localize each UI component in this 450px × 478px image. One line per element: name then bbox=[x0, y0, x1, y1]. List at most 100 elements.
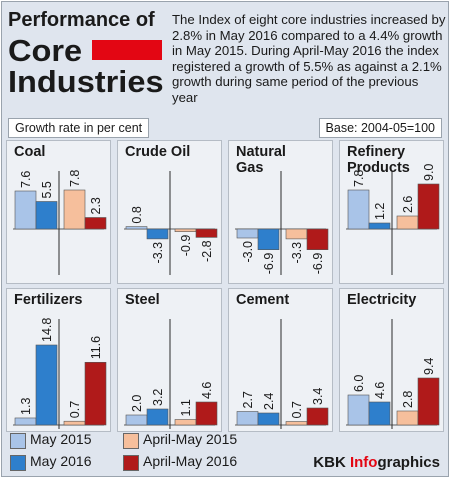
legend-swatch-0 bbox=[10, 433, 26, 449]
bar-label-1: 3.2 bbox=[151, 389, 165, 406]
bar-label-0: 0.8 bbox=[130, 206, 144, 223]
bar-label-1: 5.5 bbox=[40, 181, 54, 198]
chart-svg-3: 7.8 1.2 2.6 9.0 bbox=[346, 164, 440, 275]
bar-2 bbox=[174, 419, 197, 426]
bar-label-3: 2.3 bbox=[89, 197, 103, 214]
bar-2 bbox=[174, 228, 197, 233]
base-label: Base: 2004-05=100 bbox=[318, 118, 442, 138]
bar-label-0: 7.8 bbox=[352, 170, 366, 187]
bar-2 bbox=[63, 420, 86, 426]
bar-label-3: 11.6 bbox=[89, 336, 103, 359]
bar-label-1: 14.8 bbox=[40, 318, 54, 342]
legend-label-2: April-May 2015 bbox=[143, 431, 238, 447]
bar-0 bbox=[236, 228, 259, 239]
bar-0 bbox=[347, 394, 370, 426]
chart-svg-5: 2.0 3.2 1.1 4.6 bbox=[124, 319, 218, 429]
bar-label-0: 2.0 bbox=[130, 395, 144, 412]
bar-label-1: 2.4 bbox=[262, 393, 276, 410]
bar-2 bbox=[396, 215, 419, 230]
bar-1 bbox=[257, 228, 280, 251]
chart-svg-2: -3.0 -6.9 -3.3 -6.9 bbox=[235, 171, 329, 275]
bar-label-1: -6.9 bbox=[262, 253, 276, 275]
bar-3 bbox=[195, 401, 218, 426]
title-line-2: Core bbox=[8, 33, 83, 68]
bar-3 bbox=[417, 183, 440, 230]
bar-label-3: -2.8 bbox=[200, 240, 214, 262]
bar-1 bbox=[35, 344, 58, 426]
bar-label-3: 9.0 bbox=[422, 164, 436, 181]
credit-brand: KBK bbox=[313, 454, 346, 471]
bar-label-0: 6.0 bbox=[352, 375, 366, 392]
chart-title: Fertilizers bbox=[14, 292, 83, 308]
bar-label-3: -6.9 bbox=[311, 253, 325, 275]
chart-svg-4: 1.3 14.8 0.7 11.6 bbox=[13, 318, 107, 429]
chart-title: Steel bbox=[125, 292, 160, 308]
bar-label-0: 7.6 bbox=[19, 171, 33, 188]
bar-1 bbox=[368, 401, 391, 426]
bar-label-0: 2.7 bbox=[241, 391, 255, 408]
chart-panel-3: 7.8 1.2 2.6 9.0 Refinery Products bbox=[339, 140, 444, 284]
bar-label-1: 4.6 bbox=[373, 382, 387, 399]
chart-panel-6: 2.7 2.4 0.7 3.4 Cement bbox=[228, 288, 333, 432]
bar-0 bbox=[14, 190, 37, 230]
chart-title: Natural Gas bbox=[236, 144, 286, 176]
legend-swatch-1 bbox=[10, 455, 26, 471]
bar-label-3: 4.6 bbox=[200, 382, 214, 399]
credit-product-main: Info bbox=[349, 454, 378, 471]
bar-1 bbox=[368, 222, 391, 230]
credit-product-rest: graphics bbox=[377, 454, 440, 471]
bar-label-2: 7.8 bbox=[68, 170, 82, 187]
bar-label-3: 9.4 bbox=[422, 358, 436, 375]
description-text: The Index of eight core industries incre… bbox=[172, 12, 446, 105]
title-line-1: Performance of bbox=[8, 9, 155, 31]
chart-title: Refinery Products bbox=[347, 144, 410, 176]
legend-label-0: May 2015 bbox=[30, 431, 92, 447]
bar-1 bbox=[146, 228, 169, 240]
bar-0 bbox=[125, 226, 148, 230]
bar-label-2: -0.9 bbox=[179, 235, 193, 257]
bar-label-2: 0.7 bbox=[290, 401, 304, 418]
bar-3 bbox=[195, 228, 218, 238]
chart-title: Coal bbox=[14, 144, 46, 160]
chart-panel-5: 2.0 3.2 1.1 4.6 Steel bbox=[117, 288, 222, 432]
bar-label-2: 2.6 bbox=[401, 196, 415, 213]
bar-label-0: 1.3 bbox=[19, 398, 33, 415]
unit-label: Growth rate in per cent bbox=[8, 118, 150, 138]
bar-0 bbox=[347, 189, 370, 230]
chart-panel-0: 7.6 5.5 7.8 2.3 Coal bbox=[6, 140, 111, 284]
legend-swatch-3 bbox=[123, 455, 139, 471]
chart-svg-6: 2.7 2.4 0.7 3.4 bbox=[235, 319, 329, 429]
bar-0 bbox=[14, 417, 37, 426]
chart-panel-4: 1.3 14.8 0.7 11.6 Fertilizers bbox=[6, 288, 111, 432]
legend-label-3: April-May 2016 bbox=[143, 453, 238, 469]
bar-0 bbox=[236, 411, 259, 426]
bar-label-2: 2.8 bbox=[401, 391, 415, 408]
bar-1 bbox=[35, 201, 58, 230]
chart-title: Crude Oil bbox=[125, 144, 191, 160]
bar-label-3: 3.4 bbox=[311, 388, 325, 405]
chart-title: Electricity bbox=[347, 292, 417, 308]
bar-label-2: 1.1 bbox=[179, 399, 193, 416]
bar-label-2: -3.3 bbox=[290, 242, 304, 264]
bar-label-2: 0.7 bbox=[68, 401, 82, 418]
bar-2 bbox=[285, 421, 308, 426]
bar-label-1: 1.2 bbox=[373, 203, 387, 220]
bar-3 bbox=[306, 407, 329, 426]
title-line-3: Industries bbox=[8, 64, 164, 99]
bar-3 bbox=[84, 217, 107, 230]
chart-panel-7: 6.0 4.6 2.8 9.4 Electricity bbox=[339, 288, 444, 432]
chart-svg-7: 6.0 4.6 2.8 9.4 bbox=[346, 319, 440, 429]
chart-svg-1: 0.8 -3.3 -0.9 -2.8 bbox=[124, 171, 218, 275]
bar-3 bbox=[306, 228, 329, 251]
legend-label-1: May 2016 bbox=[30, 453, 92, 469]
bar-2 bbox=[396, 410, 419, 426]
accent-bar bbox=[92, 40, 162, 60]
chart-panel-1: 0.8 -3.3 -0.9 -2.8 Crude Oil bbox=[117, 140, 222, 284]
chart-svg-0: 7.6 5.5 7.8 2.3 bbox=[13, 170, 107, 275]
bar-1 bbox=[146, 408, 169, 426]
bar-2 bbox=[285, 228, 308, 240]
bar-label-0: -3.0 bbox=[241, 241, 255, 263]
bar-2 bbox=[63, 189, 86, 230]
bar-1 bbox=[257, 412, 280, 426]
bar-3 bbox=[417, 377, 440, 426]
